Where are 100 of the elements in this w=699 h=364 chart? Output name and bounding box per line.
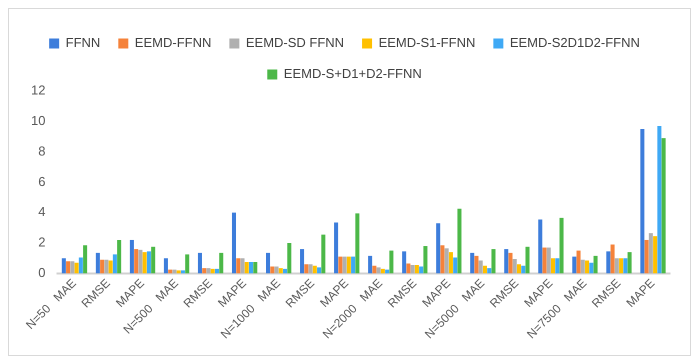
legend-label: EEMD-S+D1+D2-FFNN [284, 66, 422, 82]
bar [321, 234, 326, 274]
bar [614, 258, 619, 274]
bar [78, 257, 83, 274]
bar [448, 252, 453, 274]
bar [104, 260, 108, 274]
bar [346, 256, 351, 274]
bar [240, 258, 245, 274]
bar [206, 268, 210, 274]
bar [100, 260, 104, 274]
bar [657, 126, 662, 274]
y-tick-label: 6 [38, 174, 46, 189]
bar [236, 258, 240, 274]
bar [202, 268, 206, 274]
bar [653, 236, 658, 274]
bar [619, 258, 624, 274]
bar [623, 258, 628, 274]
bar [287, 243, 292, 274]
bar [168, 270, 172, 274]
bar [278, 268, 283, 274]
bar [372, 266, 376, 274]
bar [546, 248, 551, 274]
bar [244, 262, 249, 274]
bar [385, 270, 390, 274]
bar [572, 256, 576, 274]
bar [270, 266, 274, 274]
bar [138, 250, 142, 274]
bar [338, 256, 342, 274]
legend-label: EEMD-FFNN [134, 35, 212, 50]
bar [108, 260, 113, 274]
bar [274, 266, 279, 274]
y-tick-label: 0 [38, 264, 46, 280]
bar [151, 246, 156, 274]
bar [610, 244, 615, 274]
bar [555, 258, 560, 274]
bar [74, 262, 79, 274]
bar [482, 266, 487, 274]
bar [253, 262, 258, 274]
bar [317, 267, 322, 274]
bar [512, 258, 517, 274]
bar [453, 257, 458, 274]
bar [516, 264, 522, 274]
bar [423, 246, 428, 274]
bar [504, 249, 508, 274]
bar [580, 260, 585, 274]
bar [648, 233, 653, 274]
bar [219, 252, 224, 274]
bar [525, 246, 530, 274]
bar [308, 264, 313, 274]
bar [134, 249, 138, 274]
bar [538, 219, 542, 274]
bar [266, 252, 270, 274]
bar [142, 252, 147, 274]
bar [521, 266, 526, 274]
bar [662, 138, 666, 274]
bar [444, 248, 449, 274]
bar [491, 249, 496, 274]
bar [470, 252, 474, 274]
bar [606, 251, 610, 274]
y-tick-label: 2 [38, 234, 46, 250]
bar [83, 245, 88, 274]
bar [457, 208, 462, 274]
bar [70, 261, 74, 274]
y-tick-label: 4 [38, 204, 46, 220]
bar [402, 251, 406, 274]
bar [389, 250, 394, 274]
bar [146, 251, 151, 274]
bar [248, 262, 254, 274]
bar [542, 248, 547, 274]
bar [334, 222, 338, 274]
bar [172, 270, 176, 274]
legend-label: FFNN [66, 35, 100, 50]
bar [414, 265, 419, 274]
bar [508, 252, 513, 274]
y-tick-label: 8 [38, 143, 46, 158]
bar [66, 261, 70, 274]
bar [130, 240, 134, 274]
legend-label: EEMD-S2D1D2-FFNN [510, 35, 640, 50]
bar [232, 212, 236, 274]
bar [410, 265, 415, 274]
bar [594, 256, 598, 274]
bar [589, 262, 594, 274]
bar [342, 256, 347, 274]
bar [112, 254, 117, 274]
bar [96, 252, 100, 274]
legend-label: EEMD-SD FFNN [246, 35, 344, 50]
bar [351, 256, 356, 274]
bar [474, 256, 478, 274]
bar [436, 223, 440, 274]
bar [640, 129, 644, 274]
bar [198, 252, 202, 274]
bar [551, 258, 556, 274]
bar [117, 240, 122, 274]
y-tick-label: 10 [30, 112, 46, 128]
bar [368, 256, 372, 274]
legend-label: EEMD-S1-FFNN [378, 35, 476, 50]
bar [164, 258, 168, 274]
bar [312, 266, 317, 274]
bar [376, 267, 381, 274]
bar [62, 258, 66, 274]
